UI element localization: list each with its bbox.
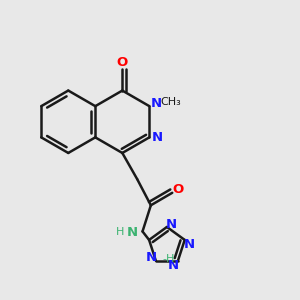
Text: N: N (126, 226, 137, 238)
Text: H: H (116, 227, 124, 237)
Text: O: O (117, 56, 128, 69)
Text: CH₃: CH₃ (160, 97, 181, 107)
Text: N: N (152, 131, 163, 144)
Text: N: N (166, 218, 177, 230)
Text: N: N (150, 97, 161, 110)
Text: N: N (146, 251, 157, 264)
Text: N: N (168, 259, 179, 272)
Text: N: N (184, 238, 195, 250)
Text: O: O (172, 183, 183, 196)
Text: -H: -H (162, 254, 175, 264)
